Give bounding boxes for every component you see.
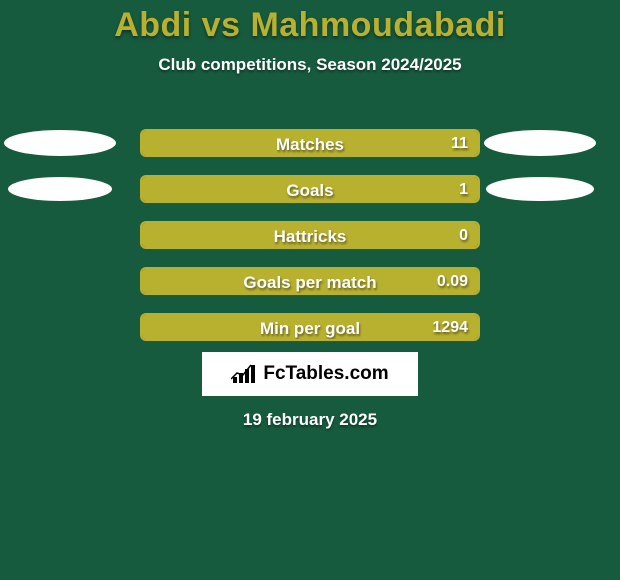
source-logo-text: FcTables.com (263, 363, 388, 385)
stat-bar: Goals per match 0.09 (140, 267, 480, 295)
left-player-ellipse (4, 130, 116, 156)
stat-label: Min per goal (260, 319, 360, 339)
stat-value: 1 (459, 181, 468, 199)
stat-bar: Hattricks 0 (140, 221, 480, 249)
left-player-ellipse (8, 177, 111, 201)
comparison-subtitle: Club competitions, Season 2024/2025 (0, 55, 620, 75)
stat-bar: Goals 1 (140, 175, 480, 203)
right-player-ellipse (484, 130, 596, 156)
stat-row: Min per goal 1294 (0, 304, 620, 350)
stat-row: Goals 1 (0, 166, 620, 212)
stat-bar: Matches 11 (140, 129, 480, 157)
stat-row: Matches 11 (0, 120, 620, 166)
source-logo: FcTables.com (202, 352, 418, 396)
stat-value: 0.09 (437, 273, 468, 291)
comparison-title: Abdi vs Mahmoudabadi (0, 0, 620, 45)
stat-label: Hattricks (274, 227, 347, 247)
stat-value: 11 (451, 135, 468, 153)
stat-label: Goals (286, 181, 333, 201)
snapshot-date: 19 february 2025 (0, 410, 620, 430)
stat-row: Hattricks 0 (0, 212, 620, 258)
stats-block: Matches 11 Goals 1 Hattricks 0 Goals per match… (0, 120, 620, 350)
stat-label: Matches (276, 135, 344, 155)
stat-label: Goals per match (243, 273, 376, 293)
stat-value: 0 (459, 227, 468, 245)
stat-row: Goals per match 0.09 (0, 258, 620, 304)
stat-value: 1294 (432, 319, 468, 337)
bar-chart-icon (231, 363, 257, 385)
stat-bar: Min per goal 1294 (140, 313, 480, 341)
right-player-ellipse (486, 177, 593, 202)
